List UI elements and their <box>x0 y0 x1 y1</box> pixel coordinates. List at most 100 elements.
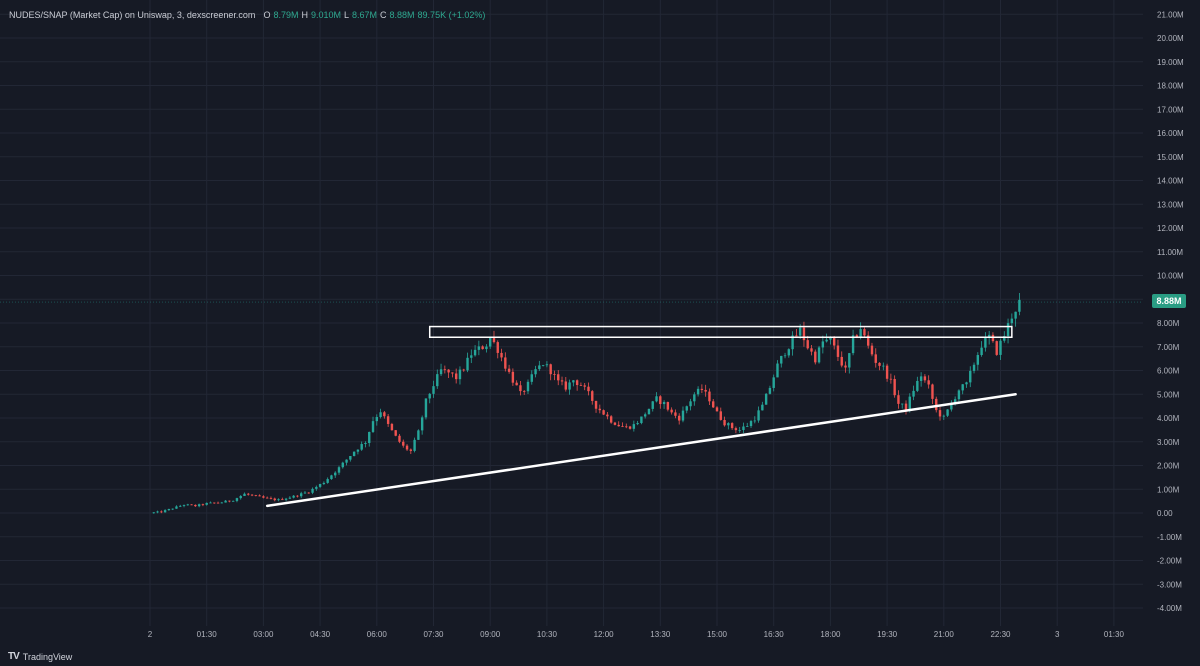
candle-body <box>481 346 484 350</box>
candle-body <box>466 357 469 371</box>
y-tick-label: 11.00M <box>1157 248 1183 257</box>
candle-body <box>288 497 292 499</box>
candle-body <box>746 426 749 427</box>
candle-body <box>523 391 526 392</box>
candle-body <box>454 373 458 380</box>
candle-body <box>224 500 227 503</box>
x-tick-label: 10:30 <box>537 630 558 639</box>
candle-body <box>428 393 431 399</box>
candle-body <box>674 412 677 416</box>
candle-body <box>1014 311 1017 319</box>
candle-body <box>489 337 492 347</box>
candle-body <box>681 410 685 421</box>
candle-body <box>171 508 174 510</box>
time-axis[interactable]: 2 01:30 03:00 04:30 06:00 07:30 09:00 10:30 12:0… <box>148 630 1125 639</box>
candle-body <box>798 327 802 336</box>
y-tick-label: 19.00M <box>1157 58 1184 67</box>
candle-body <box>893 378 896 396</box>
candle-body <box>870 345 874 355</box>
candle-body <box>995 341 998 355</box>
candle-body <box>250 494 254 496</box>
candle-body <box>810 348 813 352</box>
candle-body <box>859 329 862 337</box>
price-axis[interactable]: 21.00M 20.00M 19.00M 18.00M 17.00M 16.00M 15.0… <box>1157 10 1184 613</box>
y-tick-label: 21.00M <box>1157 10 1184 19</box>
candle-body <box>885 365 889 379</box>
candle-body <box>768 387 772 394</box>
candle-body <box>878 362 881 366</box>
candle-body <box>470 355 473 358</box>
y-tick-label: 18.00M <box>1157 82 1184 91</box>
candle-body <box>182 505 186 506</box>
x-tick-label: 18:00 <box>820 630 841 639</box>
candle-body <box>530 374 533 382</box>
candle-body <box>258 495 261 497</box>
candle-body <box>1010 318 1014 324</box>
candle-body <box>935 398 938 411</box>
annotation-layer[interactable] <box>265 325 1017 508</box>
candle-body <box>277 499 280 501</box>
y-tick-label: -4.00M <box>1157 604 1182 613</box>
candle-body <box>511 371 515 383</box>
candle-body <box>942 415 945 417</box>
y-tick-label: 4.00M <box>1157 414 1180 423</box>
candle-body <box>163 510 167 513</box>
symbol-title[interactable]: NUDES/SNAP (Market Cap) on Uniswap, 3, d… <box>9 10 256 20</box>
candle-body <box>583 385 586 387</box>
candle-body <box>360 444 363 450</box>
candle-body <box>337 467 341 473</box>
candle-body <box>987 334 991 338</box>
candle-layer <box>152 293 1021 514</box>
candle-body <box>666 402 670 410</box>
y-tick-label: 8.00M <box>1157 319 1180 328</box>
candle-body <box>723 419 726 426</box>
y-tick-label: -3.00M <box>1157 580 1182 589</box>
candle-body <box>901 403 904 405</box>
candle-body <box>821 341 825 348</box>
candle-body <box>1006 323 1010 337</box>
y-tick-label: 0.00 <box>1157 509 1173 518</box>
y-tick-label: 16.00M <box>1157 129 1184 138</box>
candle-body <box>451 372 454 374</box>
candle-body <box>326 479 329 483</box>
candle-body <box>908 396 911 411</box>
candle-body <box>541 365 545 367</box>
high-value: 9.010M <box>310 10 341 20</box>
candle-body <box>175 506 178 509</box>
candle-body <box>783 355 787 357</box>
candle-body <box>368 431 371 443</box>
candle-body <box>791 335 794 350</box>
x-tick-label: 06:00 <box>367 630 388 639</box>
x-tick-label: 04:30 <box>310 630 331 639</box>
x-tick-label: 19:30 <box>877 630 898 639</box>
candle-body <box>345 459 348 463</box>
candle-body <box>545 364 549 366</box>
x-tick-label: 09:00 <box>480 630 501 639</box>
candle-body <box>213 502 216 504</box>
candle-body <box>643 414 647 417</box>
candle-body <box>330 475 333 480</box>
candle-body <box>874 354 877 363</box>
tradingview-logo-icon: TV <box>8 651 20 662</box>
y-tick-label: 17.00M <box>1157 105 1184 114</box>
candle-body <box>371 421 375 432</box>
candle-body <box>734 428 738 431</box>
x-tick-label: 21:00 <box>934 630 955 639</box>
ohlc-legend: NUDES/SNAP (Market Cap) on Uniswap, 3, d… <box>9 10 485 20</box>
y-tick-label: 14.00M <box>1157 177 1184 186</box>
candle-body <box>602 410 605 415</box>
brand-name: TradingView <box>22 651 73 662</box>
candle-body <box>950 403 953 410</box>
tradingview-brand[interactable]: TV TradingView <box>8 651 72 662</box>
candle-body <box>761 404 764 411</box>
y-tick-label: -2.00M <box>1157 557 1182 566</box>
candle-body <box>402 441 405 446</box>
candle-body <box>980 347 983 356</box>
candle-body <box>965 382 968 385</box>
candle-body <box>390 423 394 431</box>
candle-body <box>647 408 651 415</box>
close-value: 8.88M <box>389 10 415 20</box>
support-trendline <box>265 393 1017 508</box>
